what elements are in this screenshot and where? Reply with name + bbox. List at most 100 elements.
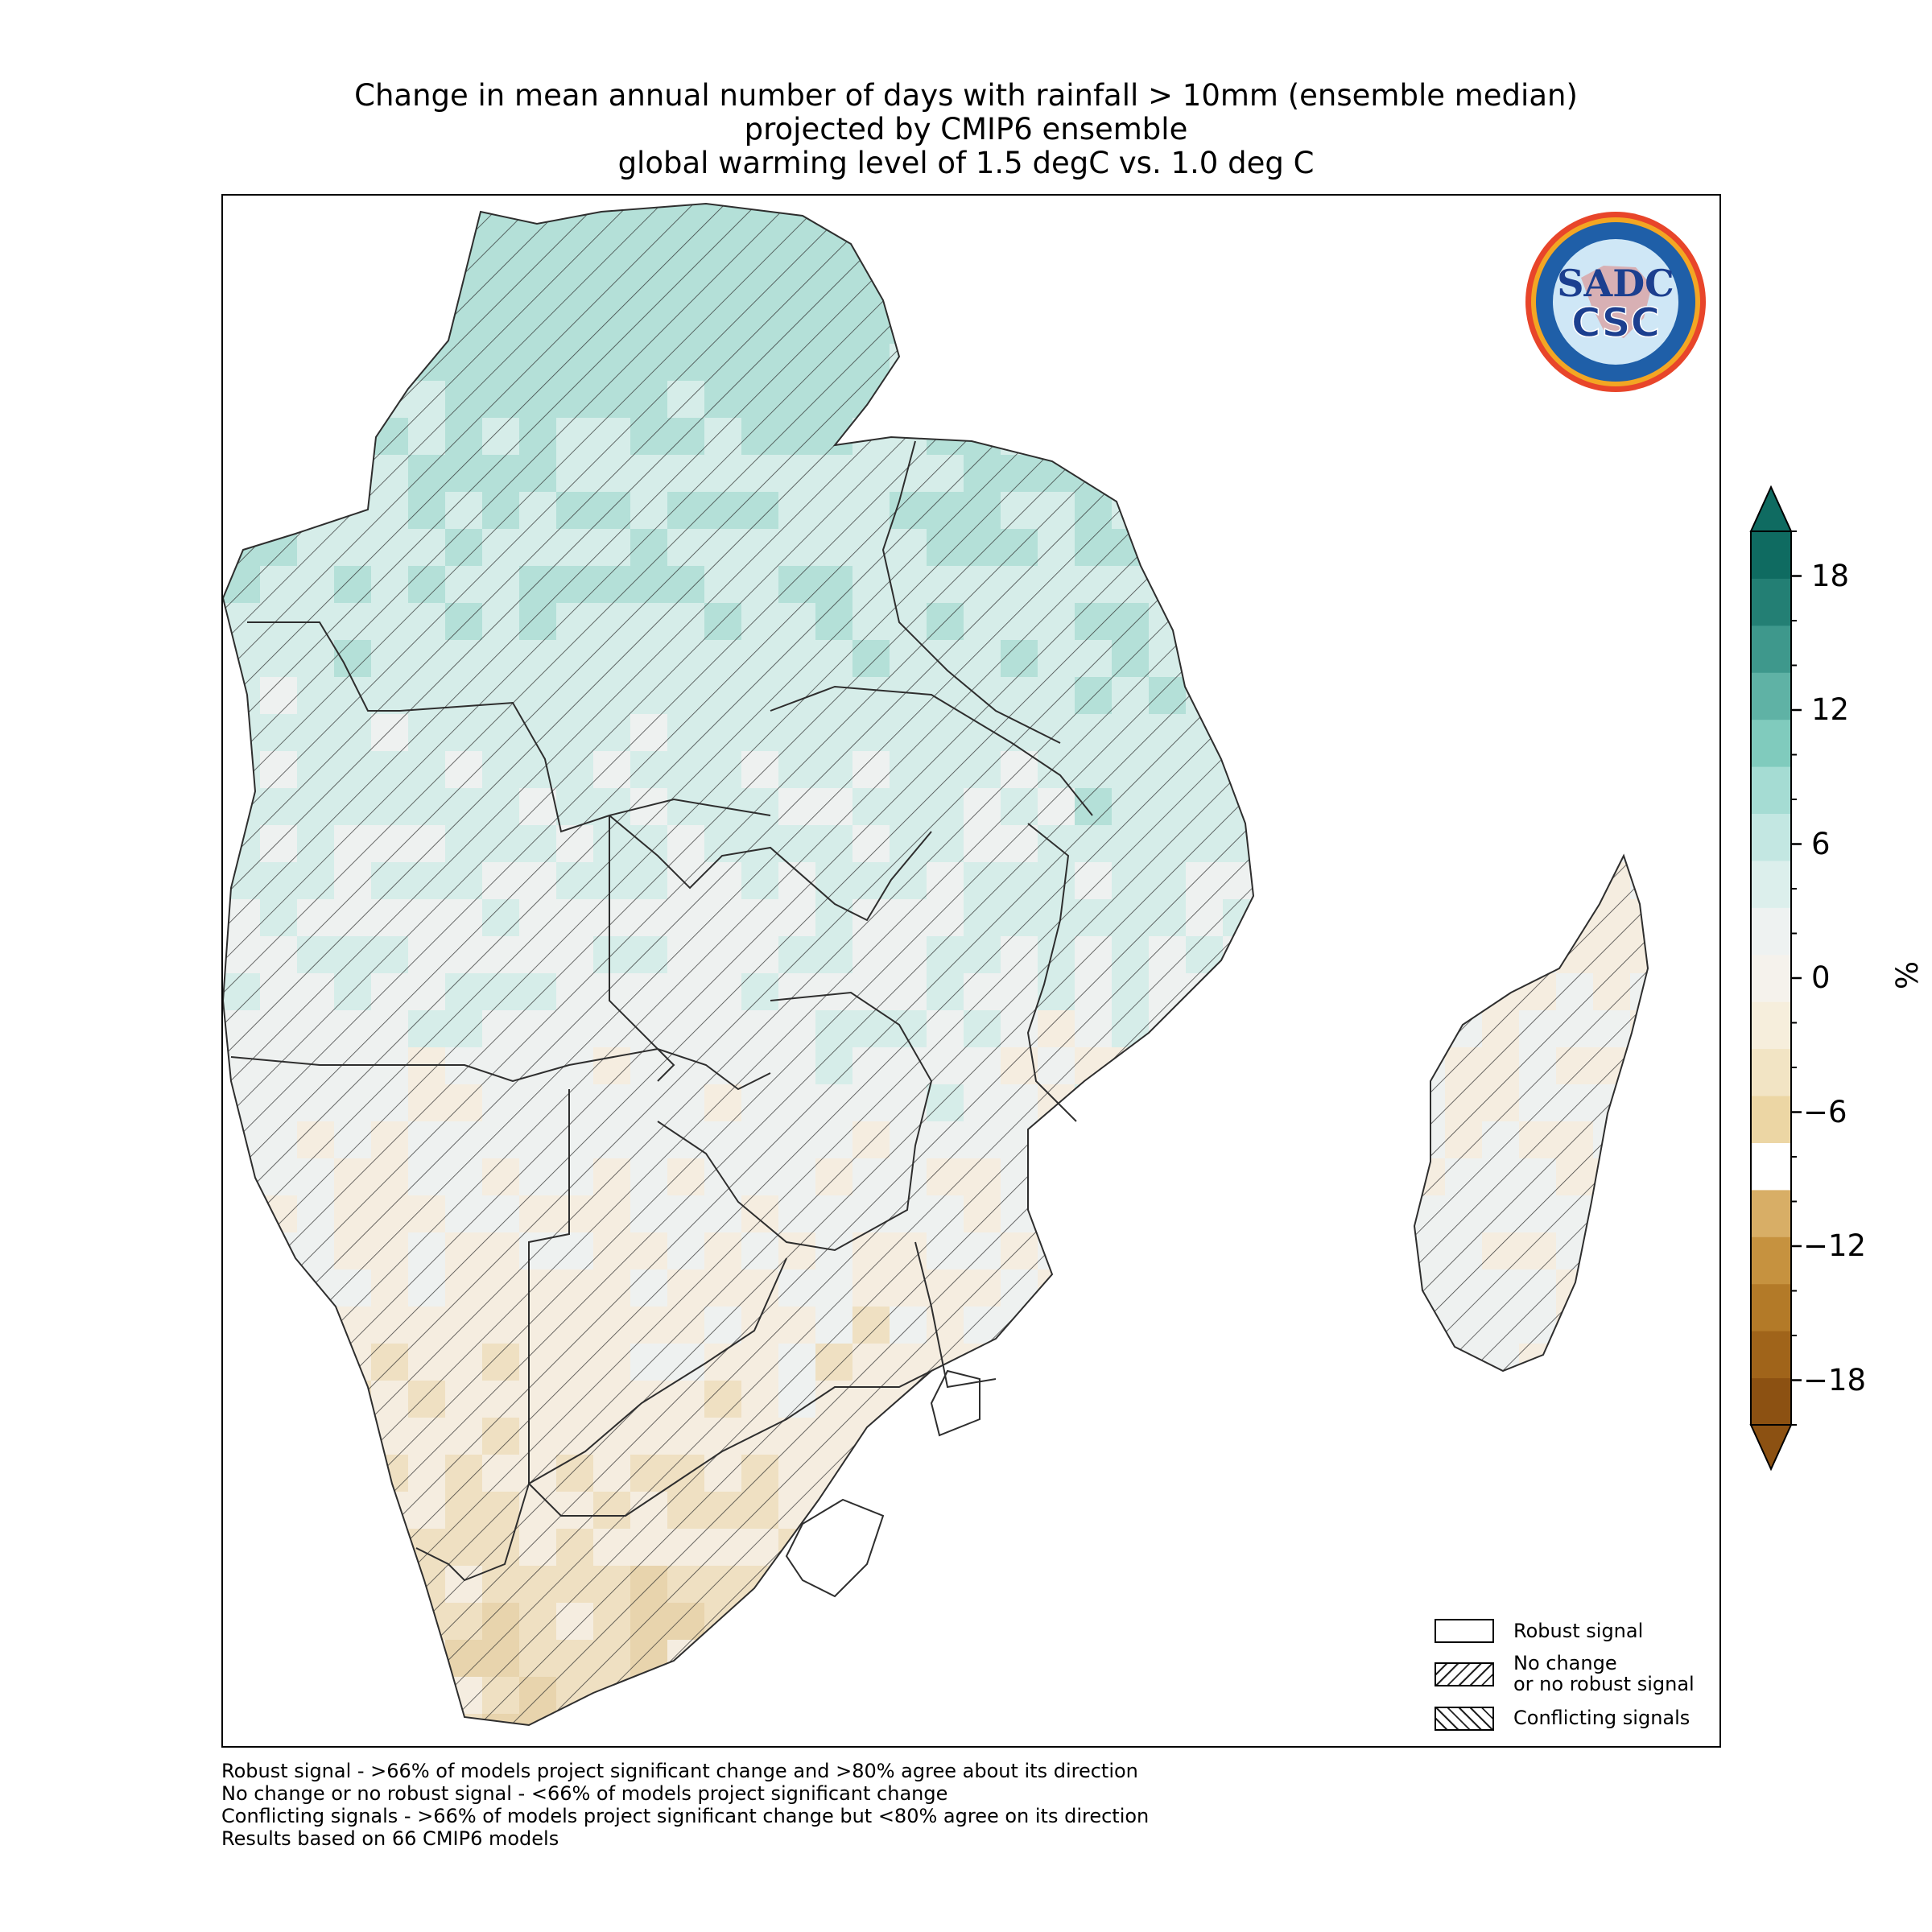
grid-cell [1408, 714, 1446, 752]
colorbar-segment [1751, 1236, 1791, 1285]
grid-cell [1260, 788, 1298, 826]
border-angola-namibia [230, 1047, 771, 1091]
grid-cell [371, 1677, 409, 1715]
grid-cell [1371, 751, 1409, 789]
grid-cell [334, 455, 372, 493]
grid-cell [1149, 270, 1187, 308]
grid-cell [1149, 1195, 1187, 1233]
grid-cell [1408, 640, 1446, 678]
grid-cell [1667, 714, 1705, 752]
grid-cell [1334, 1640, 1372, 1678]
grid-cell [1297, 825, 1335, 863]
grid-cell [1371, 640, 1409, 678]
colorbar-extend-bottom [1749, 1424, 1793, 1472]
grid-cell [1112, 1418, 1150, 1455]
colorbar-ticks [1791, 530, 1802, 1426]
grid-cell [408, 307, 446, 345]
grid-cell [1371, 344, 1409, 382]
grid-cell [297, 1307, 335, 1344]
grid-cell [1112, 455, 1150, 493]
grid-cell [1519, 714, 1557, 752]
grid-cell [1334, 640, 1372, 678]
colorbar-segments [1751, 531, 1791, 1426]
grid-cell [1001, 1566, 1038, 1604]
grid-cell [1297, 1529, 1335, 1567]
grid-cell [741, 1677, 779, 1715]
grid-cell [1704, 899, 1721, 937]
grid-cell [1445, 825, 1483, 863]
grid-cell [1334, 1307, 1372, 1344]
grid-cell [1371, 1492, 1409, 1530]
grid-cell [1001, 1529, 1038, 1567]
grid-cell [1112, 1640, 1150, 1678]
grid-cell [1260, 1566, 1298, 1604]
grid-cell [223, 455, 261, 493]
grid-cell [1704, 1307, 1721, 1344]
colorbar-segment [1751, 907, 1791, 956]
grid-cell [1149, 1269, 1187, 1307]
grid-cell [1260, 714, 1298, 752]
grid-cell [1038, 1677, 1075, 1715]
grid-cell [927, 270, 964, 308]
grid-cell [964, 1677, 1001, 1715]
grid-cell [1408, 1344, 1446, 1381]
logo-main-text: CSC [1571, 299, 1660, 346]
grid-cell [1112, 1232, 1150, 1270]
grid-cell [890, 1529, 927, 1567]
grid-cell [1297, 1677, 1335, 1715]
grid-cell [1112, 1529, 1150, 1567]
legend-label-no-change-1: No change [1513, 1652, 1617, 1674]
grid-cell [334, 270, 372, 308]
grid-cell [1334, 233, 1372, 270]
grid-cell [1593, 1455, 1631, 1492]
grid-cell [1075, 1084, 1113, 1122]
grid-cell [1593, 1307, 1631, 1344]
grid-cell [1371, 1714, 1409, 1725]
grid-cell [556, 1714, 594, 1725]
grid-cell [1519, 418, 1557, 456]
grid-cell [1297, 714, 1335, 752]
grid-cell [260, 492, 298, 530]
grid-cell [1593, 1232, 1631, 1270]
grid-cell [334, 1566, 372, 1604]
grid-cell [964, 1603, 1001, 1641]
grid-cell [1630, 1121, 1648, 1159]
grid-cell [1038, 270, 1075, 308]
grid-cell [1075, 307, 1113, 345]
country-borders [223, 202, 1649, 1727]
legend-label-robust: Robust signal [1513, 1620, 1644, 1642]
grid-cell [1704, 751, 1721, 789]
grid-cell [927, 1381, 964, 1418]
grid-cell [1482, 788, 1520, 826]
grid-cell [1371, 714, 1409, 752]
grid-cell [1667, 1566, 1705, 1604]
grid-cell [964, 270, 1001, 308]
colorbar-segment [1751, 625, 1791, 673]
grid-cell [1445, 566, 1483, 604]
grid-cell [1556, 640, 1594, 678]
border-southafrica-north [528, 1370, 932, 1517]
grid-cell [1334, 1010, 1372, 1048]
grid-cell [927, 233, 964, 270]
grid-cell [1371, 492, 1409, 530]
grid-cell [1297, 640, 1335, 678]
grid-cell [1445, 899, 1483, 937]
grid-cell [1704, 640, 1721, 678]
grid-cell [1186, 529, 1224, 567]
grid-cell [1149, 1677, 1187, 1715]
grid-cell [1223, 307, 1261, 345]
grid-cell [1556, 1492, 1594, 1530]
grid-cell [1667, 1158, 1705, 1196]
colorbar-segment [1751, 766, 1791, 815]
grid-cell [297, 270, 335, 308]
grid-cell [704, 1714, 742, 1725]
grid-cell [1075, 1307, 1113, 1344]
grid-cell [1371, 270, 1409, 308]
grid-cell [223, 1381, 261, 1418]
grid-cell [1408, 1566, 1446, 1604]
grid-cell [334, 418, 372, 456]
colorbar-tick-label: 18 [1811, 558, 1850, 593]
colorbar-tick-label: −12 [1803, 1228, 1867, 1263]
grid-cell [1704, 1269, 1721, 1307]
grid-cell [890, 1455, 927, 1492]
